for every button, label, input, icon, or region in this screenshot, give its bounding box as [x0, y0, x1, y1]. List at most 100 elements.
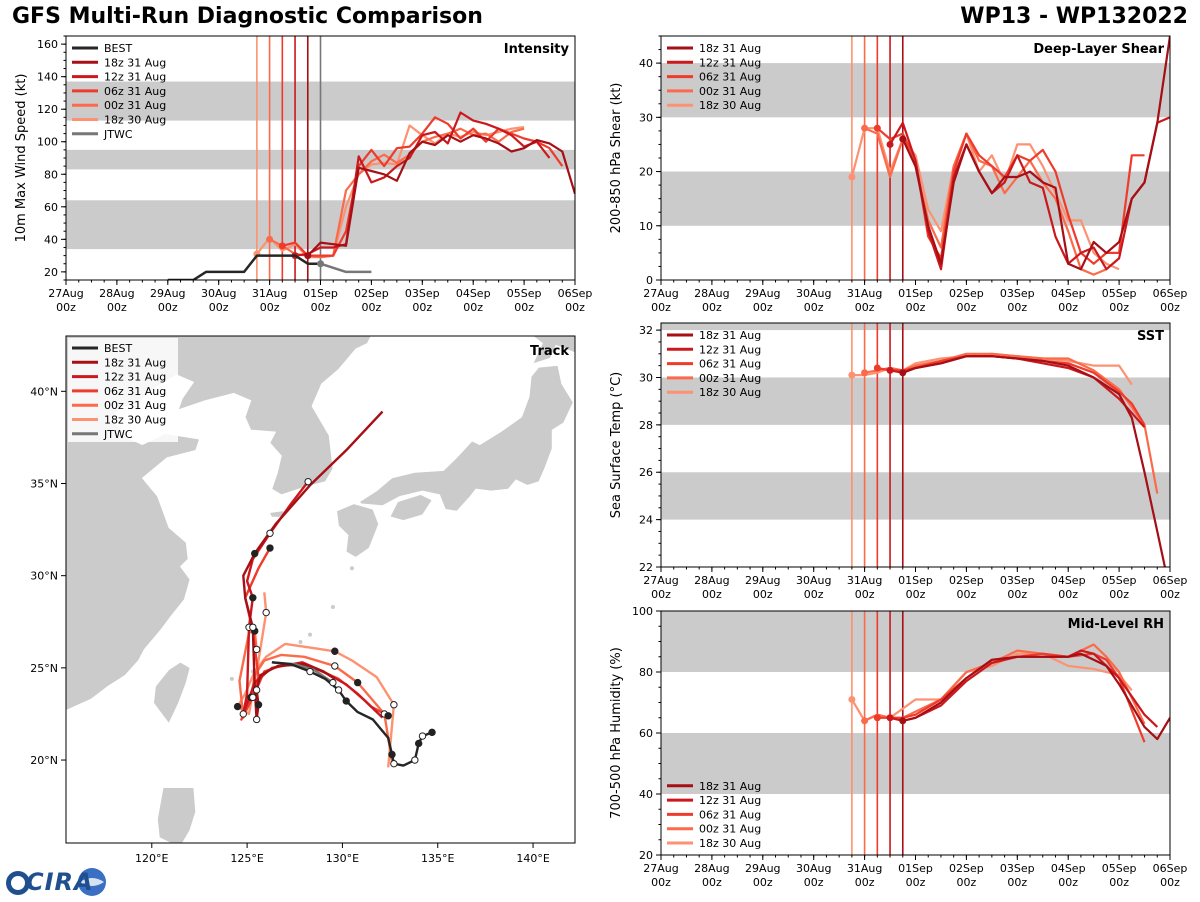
- legend-label: 06z 31 Aug: [104, 85, 166, 98]
- y-tick-label: 40: [639, 57, 653, 70]
- track-marker: [262, 608, 270, 617]
- track-line: [238, 629, 394, 763]
- y-axis-label: Sea Surface Temp (°C): [609, 372, 624, 519]
- legend-label: JTWC: [103, 428, 133, 441]
- x-tick-label: 06Sep: [1153, 287, 1188, 300]
- track-marker: [239, 710, 247, 718]
- track-marker: [266, 529, 274, 537]
- x-tick-label: 29Aug: [745, 862, 780, 875]
- init-marker: [278, 242, 286, 250]
- x-tick-label: 02Sep: [354, 287, 389, 300]
- x-tick-label: 27Aug: [643, 287, 678, 300]
- track-marker: [390, 701, 398, 709]
- x-tick-label: 31Aug: [252, 287, 287, 300]
- x-tick-label: 06Sep: [1153, 574, 1188, 587]
- x-tick-label: 27Aug: [643, 862, 678, 875]
- panel-sst: 22242628303227Aug00z28Aug00z29Aug00z30Au…: [609, 322, 1188, 601]
- x-tick-label: 00z: [651, 588, 671, 601]
- y-tick-label: 100: [37, 136, 58, 149]
- x-tick-label: 06Sep: [1153, 862, 1188, 875]
- x-tick-label: 00z: [1109, 876, 1129, 889]
- x-tick-label: 06Sep: [558, 287, 593, 300]
- series-line: [864, 352, 1159, 494]
- x-tick-label: 00z: [804, 301, 824, 314]
- track-marker: [390, 760, 398, 768]
- x-tick-label: 01Sep: [303, 287, 338, 300]
- track-marker: [251, 549, 259, 558]
- x-tick-label: 00z: [463, 301, 483, 314]
- track-marker: [306, 667, 314, 676]
- track-marker: [334, 686, 343, 694]
- x-tick-label: 00z: [702, 876, 722, 889]
- x-tick-label: 00z: [1109, 301, 1129, 314]
- land-islet: [349, 566, 354, 571]
- y-tick-label: 26: [639, 466, 653, 479]
- x-tick-label: 00z: [1160, 301, 1180, 314]
- x-tick-label: 00z: [753, 876, 773, 889]
- legend-label: 06z 31 Aug: [104, 385, 166, 398]
- legend-label: 18z 31 Aug: [104, 356, 166, 369]
- x-tick-label: 04Sep: [1051, 574, 1086, 587]
- track-marker: [329, 678, 337, 687]
- x-tick-label: 01Sep: [898, 287, 933, 300]
- legend-label: 00z 31 Aug: [699, 372, 761, 385]
- series-line: [902, 652, 1170, 741]
- legend-label: 18z 30 Aug: [699, 837, 761, 850]
- x-tick-label: 00z: [1007, 876, 1027, 889]
- x-tick-label: 02Sep: [949, 574, 984, 587]
- land-hokkaido: [532, 336, 575, 365]
- x-tick-label: 00z: [412, 301, 432, 314]
- map-area: [66, 336, 575, 843]
- y-tick-label: 80: [639, 666, 653, 679]
- cira-logo: CIRA: [4, 866, 108, 898]
- legend-label: 18z 31 Aug: [699, 780, 761, 793]
- x-tick-label: 28Aug: [694, 862, 729, 875]
- legend-label: 18z 31 Aug: [104, 56, 166, 69]
- init-marker: [304, 252, 312, 260]
- x-tick-label: 00z: [804, 876, 824, 889]
- lat-tick-label: 35°N: [30, 477, 58, 490]
- y-tick-label: 20: [639, 166, 653, 179]
- legend-label: 18z 30 Aug: [104, 414, 166, 427]
- track-marker: [331, 662, 339, 670]
- x-tick-label: 00z: [362, 301, 382, 314]
- x-tick-label: 05Sep: [1102, 574, 1137, 587]
- land-shikoku: [389, 494, 433, 521]
- x-tick-label: 00z: [906, 876, 926, 889]
- track-marker: [388, 750, 396, 759]
- x-tick-label: 30Aug: [796, 862, 831, 875]
- x-tick-label: 30Aug: [796, 287, 831, 300]
- x-tick-label: 00z: [107, 301, 127, 314]
- y-tick-label: 30: [639, 371, 653, 384]
- x-tick-label: 03Sep: [405, 287, 440, 300]
- init-marker: [266, 235, 274, 243]
- track-marker: [252, 645, 261, 654]
- x-tick-label: 30Aug: [201, 287, 236, 300]
- plot-area: [661, 323, 1170, 567]
- track-line: [242, 410, 384, 721]
- x-tick-label: 00z: [702, 301, 722, 314]
- init-marker: [848, 695, 856, 703]
- land-taiwan: [153, 661, 191, 724]
- page-title: GFS Multi-Run Diagnostic Comparison: [12, 4, 483, 29]
- lon-tick-label: 125°E: [230, 852, 263, 865]
- x-tick-label: 28Aug: [694, 574, 729, 587]
- y-tick-label: 160: [37, 38, 58, 51]
- legend-label: 00z 31 Aug: [699, 823, 761, 836]
- panel-title: Deep-Layer Shear: [1033, 42, 1164, 57]
- lon-tick-label: 135°E: [421, 852, 454, 865]
- x-tick-label: 03Sep: [1000, 574, 1035, 587]
- x-tick-label: 00z: [906, 588, 926, 601]
- x-tick-label: 03Sep: [1000, 287, 1035, 300]
- panel-intensity: 2040608010012014016027Aug00z28Aug00z29Au…: [14, 35, 593, 314]
- lat-tick-label: 40°N: [30, 385, 58, 398]
- x-tick-label: 00z: [311, 301, 331, 314]
- legend-label: BEST: [104, 42, 132, 55]
- x-tick-label: 00z: [957, 588, 977, 601]
- panel-title: Mid-Level RH: [1068, 617, 1164, 632]
- x-tick-label: 00z: [158, 301, 178, 314]
- x-tick-label: 00z: [1058, 301, 1078, 314]
- lon-tick-label: 120°E: [135, 852, 168, 865]
- x-tick-label: 30Aug: [796, 574, 831, 587]
